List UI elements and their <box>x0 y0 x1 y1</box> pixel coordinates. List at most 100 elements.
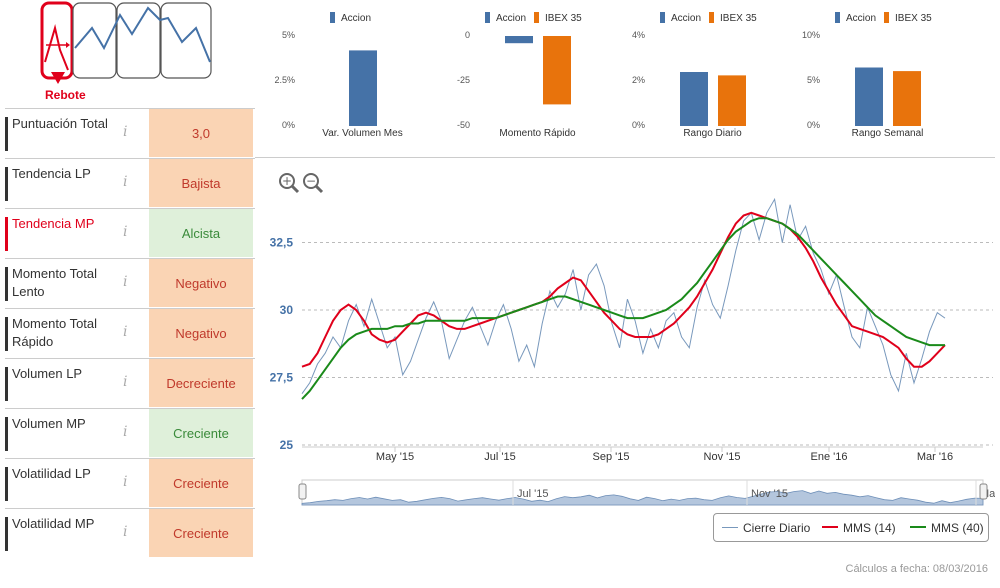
mini-bar <box>543 36 571 105</box>
indicator-row: Tendencia LP i Bajista <box>5 158 255 207</box>
indicator-marker <box>5 417 8 451</box>
mini-tick: -25 <box>456 75 470 85</box>
chart-legend: Cierre Diario MMS (14) MMS (40) <box>713 513 989 542</box>
legend-entry: Accion <box>330 12 372 24</box>
legend-label: IBEX 35 <box>720 13 757 24</box>
legend-swatch <box>534 12 540 23</box>
navigator-area <box>301 490 984 506</box>
indicator-label: Momento Total Rápido <box>12 316 98 349</box>
legend-swatch <box>884 12 890 23</box>
mini-chart: Accion IBEX 35 0 -25 -50 Momento Rápido <box>430 0 605 150</box>
zoom-in-icon[interactable]: + <box>278 172 300 199</box>
x-tick-label: Ene '16 <box>811 451 848 463</box>
mini-tick: 0% <box>631 120 645 130</box>
series-line <box>301 211 946 368</box>
indicator-value: Creciente <box>149 409 253 457</box>
info-icon[interactable]: i <box>123 474 128 490</box>
legend-label: Cierre Diario <box>743 521 811 535</box>
mini-bar <box>855 67 883 126</box>
mini-chart: Accion IBEX 35 10% 5% 0% Rango Semanal <box>780 0 955 150</box>
indicator-marker <box>5 217 8 251</box>
legend-item[interactable]: Cierre Diario <box>722 521 810 535</box>
mini-title: Momento Rápido <box>499 128 576 139</box>
zoom-in-glyph: + <box>282 174 292 188</box>
mini-chart: Accion IBEX 35 4% 2% 0% Rango Diario <box>605 0 780 150</box>
mini-tick: 2% <box>631 75 645 85</box>
mini-bar <box>680 72 708 126</box>
y-tick-label: 25 <box>280 438 294 452</box>
info-icon[interactable]: i <box>123 324 128 340</box>
indicator-marker <box>5 517 8 551</box>
indicator-value: Bajista <box>149 159 253 207</box>
info-icon[interactable]: i <box>123 224 128 240</box>
navigator-tick-label: Nov '15 <box>751 488 788 500</box>
mini-chart: Accion 5% 2.5% 0% Var. Volumen Mes <box>255 0 430 150</box>
info-icon[interactable]: i <box>123 424 128 440</box>
mini-tick: 5% <box>806 75 820 85</box>
mini-title: Rango Semanal <box>851 128 924 139</box>
legend-swatch <box>485 12 490 23</box>
mini-tick: 0 <box>464 30 470 40</box>
mini-bar <box>893 71 921 126</box>
zoom-out-icon[interactable]: − <box>302 172 324 199</box>
indicator-marker <box>5 367 8 401</box>
indicator-marker <box>5 317 8 351</box>
legend-label: IBEX 35 <box>895 13 932 24</box>
x-tick-label: May '15 <box>376 451 414 463</box>
navigator-tick-label: Jul '15 <box>517 488 548 500</box>
info-icon[interactable]: i <box>123 274 128 290</box>
legend-label: Accion <box>341 13 372 24</box>
indicator-label: Volatilidad MP <box>12 516 95 531</box>
indicator-label: Tendencia LP <box>12 166 91 181</box>
navigator-handle[interactable] <box>979 483 988 500</box>
indicator-label: Volumen MP <box>12 416 86 431</box>
legend-item[interactable]: MMS (14) <box>822 521 896 535</box>
indicator-row: Momento Total Rápido i Negativo <box>5 308 255 357</box>
indicator-label: Tendencia MP <box>12 216 95 231</box>
indicator-value: Negativo <box>149 309 253 357</box>
indicator-value: Decreciente <box>149 359 253 407</box>
info-icon[interactable]: i <box>123 174 128 190</box>
indicator-row: Momento Total Lento i Negativo <box>5 258 255 307</box>
info-icon[interactable]: i <box>123 124 128 140</box>
indicator-row: Tendencia MP i Alcista <box>5 208 255 257</box>
indicator-value: Negativo <box>149 259 253 307</box>
indicator-value: 3,0 <box>149 109 253 157</box>
legend-label: Accion <box>846 13 877 24</box>
x-tick-label: Jul '15 <box>484 451 515 463</box>
info-icon[interactable]: i <box>123 374 128 390</box>
mini-bar <box>505 36 533 44</box>
indicator-marker <box>5 117 8 151</box>
legend-line <box>910 526 926 528</box>
indicator-marker <box>5 167 8 201</box>
indicator-value: Alcista <box>149 209 253 257</box>
legend-entry: IBEX 35 <box>709 12 757 24</box>
navigator-handle[interactable] <box>298 483 307 500</box>
series-line <box>301 197 946 394</box>
legend-entry: Accion <box>485 12 527 24</box>
indicator-value: Creciente <box>149 459 253 507</box>
logo-graphic: Rebote <box>40 1 212 102</box>
x-tick-label: Mar '16 <box>917 451 953 463</box>
legend-swatch <box>709 12 715 23</box>
indicator-row: Volumen LP i Decreciente <box>5 358 255 407</box>
mini-tick: 4% <box>631 30 645 40</box>
legend-label: IBEX 35 <box>545 13 582 24</box>
y-tick-label: 27,5 <box>270 371 294 385</box>
logo: Rebote <box>0 0 255 105</box>
logo-label: Rebote <box>45 88 86 102</box>
legend-entry: IBEX 35 <box>884 12 932 24</box>
mini-tick: 0% <box>281 120 295 130</box>
legend-item[interactable]: MMS (40) <box>910 521 984 535</box>
calc-date: Cálculos a fecha: 08/03/2016 <box>845 563 989 575</box>
legend-swatch <box>835 12 840 23</box>
mini-tick: -50 <box>456 120 470 130</box>
info-icon[interactable]: i <box>123 524 128 540</box>
mini-tick: 10% <box>801 30 820 40</box>
mini-bar <box>349 50 377 126</box>
indicator-marker <box>5 467 8 501</box>
legend-label: Accion <box>496 13 527 24</box>
price-chart[interactable]: 32,5 30 27,5 25 May '15 Jul '15 Sep '15 Nov '15… <box>255 155 995 507</box>
indicator-label: Volatilidad LP <box>12 466 91 481</box>
divider <box>255 157 995 158</box>
